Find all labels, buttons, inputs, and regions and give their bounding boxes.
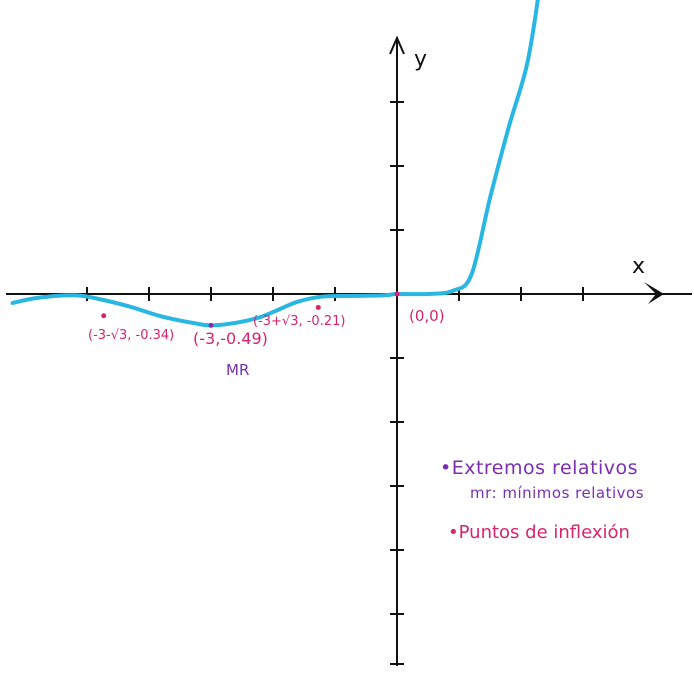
inflexion-point-marker — [394, 291, 400, 297]
minimo-relativo-marker — [208, 322, 214, 328]
legend-minimos-relativos: mr: mínimos relativos — [470, 484, 645, 502]
point-label-inflexion-right: (-3+√3, -0.21) — [253, 314, 345, 329]
axis-ticks — [86, 101, 584, 615]
x-axis-arrow — [644, 282, 664, 304]
minimo-relativo-tag: MR — [226, 361, 249, 379]
point-label-minimo: (-3,-0.49) — [193, 329, 268, 348]
inflexion-point-marker — [101, 313, 107, 319]
x-axis-label: x — [632, 254, 645, 279]
legend-puntos-inflexion: •Puntos de inflexión — [448, 522, 630, 543]
point-label-inflexion-left: (-3-√3, -0.34) — [88, 328, 174, 343]
inflexion-point-marker — [315, 304, 321, 310]
point-markers — [101, 291, 400, 328]
legend-extremos-relativos: •Extremos relativos — [440, 457, 639, 479]
function-curve — [10, 0, 540, 328]
y-axis-label: y — [414, 47, 427, 72]
point-label-origin: (0,0) — [409, 307, 445, 325]
y-axis-arrow — [389, 35, 405, 55]
